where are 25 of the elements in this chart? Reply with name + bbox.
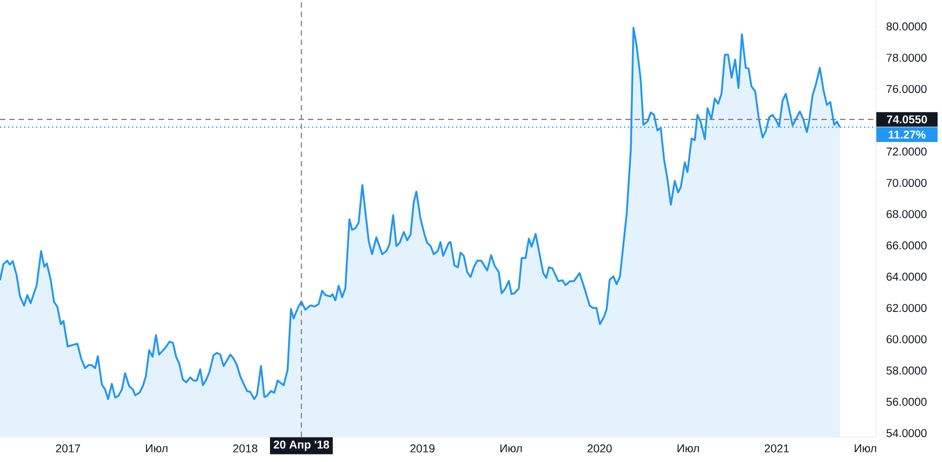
y-tick-label: 80.0000 — [886, 22, 927, 30]
y-tick-label: 72.0000 — [886, 148, 927, 156]
x-tick-label: Июл — [146, 444, 168, 452]
ref-line-label: 74.0550 — [886, 115, 927, 124]
text: 11.27% — [888, 130, 926, 139]
y-tick-label: 70.0000 — [886, 178, 927, 187]
y-tick-label: 76.0000 — [886, 84, 927, 93]
x-tick-label: Июл — [854, 444, 876, 452]
x-tick-label: 2017 — [56, 444, 80, 452]
x-tick-label: Июл — [678, 444, 699, 452]
y-tick-label: 54.0000 — [886, 429, 927, 438]
x-tick-label: 2021 — [764, 444, 789, 452]
y-tick-label: 78.0000 — [886, 54, 927, 62]
ref-line-label: 20 Апр '18 — [274, 440, 330, 451]
y-tick-label: 58.0000 — [886, 366, 927, 375]
y-tick-label: 68.0000 — [886, 210, 927, 218]
y-tick-label: 64.0000 — [886, 272, 927, 281]
y-tick-label: 66.0000 — [886, 241, 927, 250]
y-tick-label: 56.0000 — [886, 398, 927, 406]
y-tick-label: 62.0000 — [886, 304, 927, 312]
x-tick-label: 2019 — [410, 444, 434, 452]
x-tick-label: 2020 — [588, 444, 612, 452]
x-tick-label: Июл — [500, 444, 522, 452]
x-tick-label: 2018 — [233, 444, 258, 452]
y-tick-label: 60.0000 — [886, 335, 927, 344]
